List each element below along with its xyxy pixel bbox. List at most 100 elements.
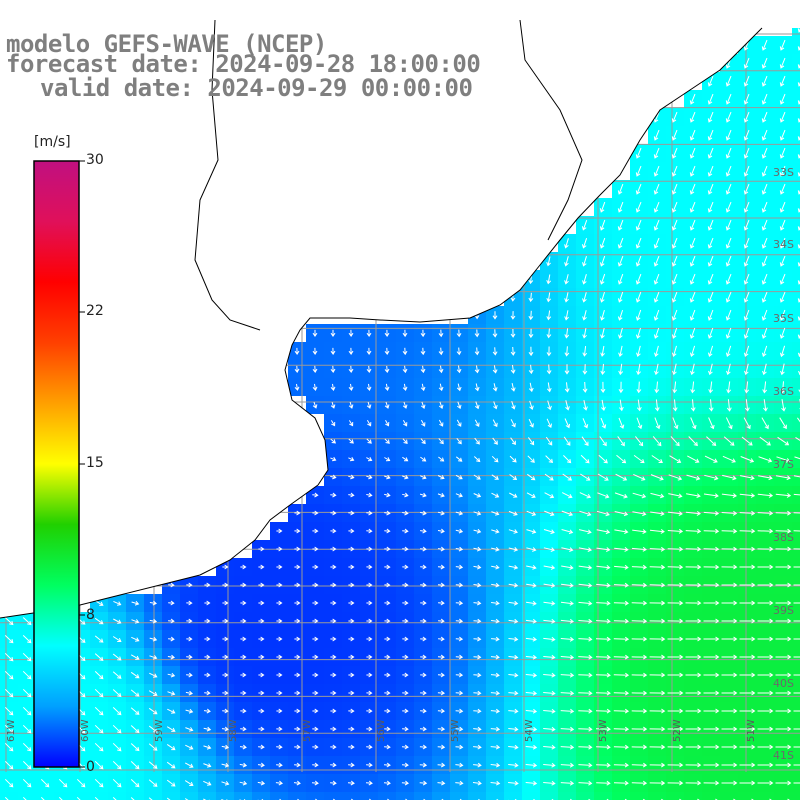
wind-arrow — [583, 399, 588, 411]
wind-arrow — [578, 565, 593, 570]
wind-arrow — [687, 455, 700, 463]
wind-arrow — [758, 475, 773, 481]
wind-arrow — [473, 708, 482, 714]
wind-cell — [792, 288, 800, 306]
wind-arrow — [348, 401, 354, 409]
wind-arrow — [649, 744, 666, 750]
wind-arrow — [294, 510, 301, 516]
wind-arrow — [312, 365, 318, 373]
wind-arrow — [740, 475, 755, 481]
wind-arrow — [775, 726, 792, 732]
wind-arrow — [384, 438, 390, 444]
wind-arrow — [508, 582, 519, 588]
wind-cell — [774, 792, 792, 800]
wind-arrow — [780, 381, 786, 394]
wind-arrow — [703, 493, 719, 499]
wind-arrow — [420, 401, 426, 409]
wind-arrow — [685, 654, 702, 660]
wind-arrow — [402, 510, 409, 516]
wind-arrow — [564, 346, 570, 357]
wind-arrow — [544, 473, 554, 481]
wind-arrow — [761, 57, 768, 69]
wind-arrow — [94, 796, 99, 800]
wind-arrow — [473, 690, 482, 696]
wind-arrow — [384, 329, 390, 337]
wind-arrow — [596, 762, 611, 768]
wind-arrow — [560, 780, 575, 786]
wind-arrow — [600, 309, 605, 321]
wind-arrow — [168, 582, 175, 588]
wind-arrow — [258, 672, 265, 678]
wind-arrow — [490, 762, 501, 768]
wind-arrow — [613, 582, 629, 588]
wind-arrow — [596, 529, 611, 535]
wind-arrow — [560, 654, 575, 660]
wind-arrow — [793, 692, 800, 694]
wind-arrow — [761, 201, 768, 213]
wind-arrow — [689, 147, 696, 159]
wind-arrow — [721, 726, 738, 732]
wind-arrow — [508, 529, 518, 534]
wind-arrow — [579, 492, 592, 499]
wind-arrow — [420, 347, 426, 356]
wind-arrow — [793, 746, 800, 748]
wind-arrow — [402, 347, 408, 356]
wind-cell — [720, 792, 738, 800]
wind-cell — [666, 792, 684, 800]
wind-arrow — [779, 309, 786, 321]
wind-arrow — [600, 417, 607, 429]
wind-arrow — [721, 546, 738, 552]
wind-arrow — [312, 654, 319, 660]
wind-cell — [36, 792, 54, 800]
wind-arrow — [168, 618, 175, 624]
wind-arrow — [653, 255, 660, 267]
wind-arrow — [525, 636, 538, 642]
wind-arrow — [560, 762, 575, 768]
wind-arrow — [671, 237, 678, 249]
wind-arrow — [383, 780, 391, 786]
wind-arrow — [113, 618, 122, 624]
wind-arrow — [596, 744, 611, 750]
wind-arrow — [330, 510, 337, 516]
wind-arrow — [420, 600, 427, 606]
wind-arrow — [633, 473, 646, 481]
wind-cell — [180, 792, 198, 800]
colorbar-tick-label: 0 — [86, 759, 95, 775]
wind-arrow — [94, 778, 104, 788]
wind-arrow — [402, 636, 409, 642]
wind-arrow — [384, 618, 391, 624]
coastline — [0, 19, 763, 619]
wind-arrow — [725, 309, 732, 321]
wind-arrow — [492, 383, 498, 392]
wind-arrow — [703, 708, 720, 714]
wind-arrow — [703, 762, 720, 768]
wind-arrow — [473, 493, 482, 498]
wind-arrow — [757, 690, 774, 696]
wind-arrow — [793, 674, 800, 676]
wind-arrow — [631, 708, 648, 714]
wind-cell — [378, 792, 396, 800]
wind-arrow — [420, 690, 427, 696]
wind-arrow — [258, 582, 265, 588]
wind-arrow — [437, 528, 445, 534]
wind-arrow — [240, 582, 247, 588]
wind-arrow — [635, 147, 642, 159]
wind-arrow — [725, 327, 732, 339]
wind-arrow — [649, 618, 666, 624]
wind-arrow — [667, 564, 684, 570]
wind-arrow — [779, 201, 786, 213]
wind-arrow — [653, 291, 660, 303]
wind-arrow — [653, 219, 660, 231]
wind-arrow — [149, 672, 158, 678]
wind-cell — [162, 792, 180, 800]
wind-arrow — [595, 672, 611, 678]
wind-arrow — [4, 652, 14, 662]
wind-arrow — [490, 672, 500, 678]
wind-cell — [342, 792, 360, 800]
wind-arrow — [726, 399, 732, 412]
wind-arrow — [721, 493, 737, 498]
lon-label: 60W — [80, 719, 91, 742]
wind-arrow — [636, 399, 642, 412]
wind-arrow — [419, 762, 428, 768]
wind-arrow — [596, 780, 611, 786]
